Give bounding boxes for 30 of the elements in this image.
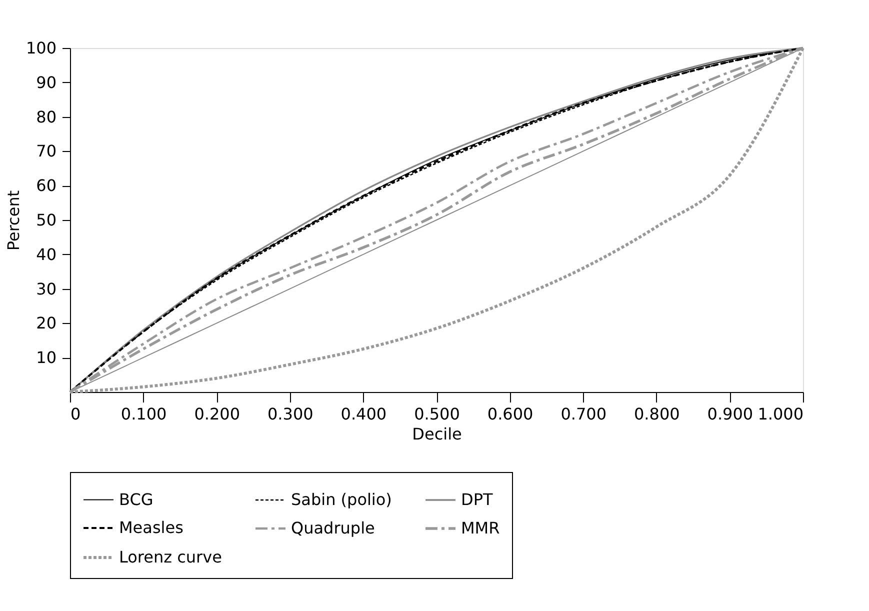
y-tick-label: 20 (36, 314, 56, 333)
x-tick-label: 0.300 (267, 404, 314, 424)
legend-label: BCG (119, 490, 154, 509)
y-tick-label: 30 (36, 279, 56, 298)
y-tick-label: 90 (36, 72, 56, 92)
legend-label: Measles (119, 518, 184, 537)
y-tick-label: 70 (36, 142, 56, 161)
x-tick-label: 0.400 (340, 404, 387, 424)
legend-label: Sabin (polio) (291, 490, 392, 509)
x-tick-label: 0.800 (634, 404, 680, 424)
x-tick-label: 0.100 (120, 404, 167, 424)
legend-label: Lorenz curve (119, 548, 222, 566)
x-tick-label: 1.000 (758, 404, 804, 424)
x-tick-label: 0.900 (707, 404, 754, 424)
y-tick-label: 60 (36, 176, 56, 196)
legend-label: MMR (461, 518, 500, 538)
y-axis-title: Percent (4, 190, 23, 251)
y-tick-label: 10 (36, 348, 56, 368)
x-tick-label: 0.600 (487, 404, 534, 424)
y-tick-label: 80 (36, 107, 56, 126)
x-axis-title: Decile (412, 424, 462, 444)
x-tick-label: 0.700 (560, 404, 607, 424)
x-tick-label: 0.200 (194, 404, 240, 424)
legend-label: DPT (461, 490, 493, 509)
x-tick-label: 0.500 (414, 404, 460, 424)
x-tick-label: 0 (70, 404, 81, 424)
y-tick-label: 100 (26, 38, 56, 58)
legend-label: Quadruple (291, 518, 375, 538)
y-tick-label: 50 (36, 210, 56, 230)
y-tick-label: 40 (36, 244, 56, 264)
